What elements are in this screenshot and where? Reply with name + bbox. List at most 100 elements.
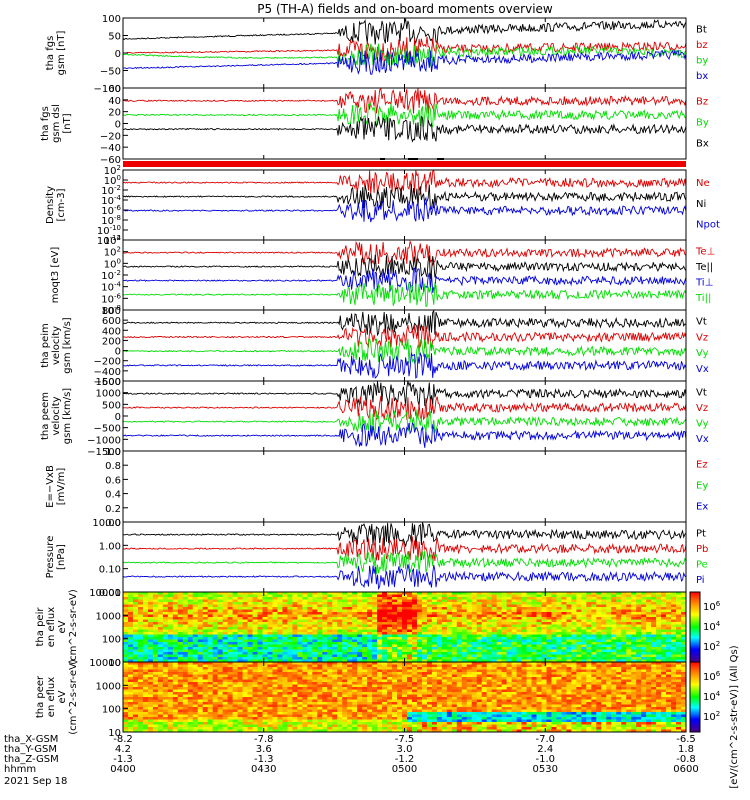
heatmap-cell	[491, 617, 498, 621]
heatmap-cell	[137, 652, 144, 656]
heatmap-cell	[466, 614, 473, 618]
heatmap-cell	[591, 609, 597, 613]
heatmap-cell	[501, 654, 508, 658]
heatmap-cell	[382, 709, 388, 713]
heatmap-cell	[152, 622, 159, 626]
heatmap-cell	[387, 609, 393, 613]
heatmap-cell	[367, 689, 373, 693]
heatmap-cell	[172, 722, 179, 726]
heatmap-cell	[481, 637, 488, 641]
heatmap-cell	[377, 687, 383, 691]
heatmap-cell	[372, 682, 378, 686]
y-tick-label: 10-4	[101, 281, 121, 294]
heatmap-cell	[411, 619, 418, 623]
heatmap-cell	[312, 602, 318, 606]
heatmap-cell	[416, 644, 423, 648]
heatmap-cell	[337, 619, 343, 623]
heatmap-cell	[267, 657, 274, 661]
heatmap-cell	[137, 634, 144, 638]
heatmap-cell	[267, 689, 274, 693]
heatmap-cell	[646, 629, 652, 633]
heatmap-cell	[636, 642, 642, 646]
heatmap-cell	[561, 624, 568, 628]
heatmap-cell	[631, 599, 637, 603]
heatmap-cell	[277, 644, 284, 648]
heatmap-cell	[212, 634, 219, 638]
heatmap-cell	[307, 667, 313, 671]
heatmap-cell	[237, 632, 244, 636]
heatmap-cell	[177, 594, 184, 598]
heatmap-cell	[471, 647, 478, 651]
heatmap-cell	[202, 654, 209, 658]
heatmap-cell	[347, 654, 353, 658]
heatmap-cell	[147, 704, 154, 708]
heatmap-cell	[421, 659, 428, 662]
heatmap-cell	[317, 614, 323, 618]
heatmap-cell	[257, 624, 264, 628]
heatmap-cell	[656, 607, 662, 611]
heatmap-cell	[297, 679, 303, 683]
heatmap-cell	[287, 724, 293, 728]
heatmap-cell	[262, 724, 269, 728]
heatmap-cell	[212, 689, 219, 693]
heatmap-cell	[516, 649, 523, 653]
series-line-bx	[123, 49, 686, 75]
heatmap-cell	[352, 657, 358, 661]
heatmap-cell	[123, 692, 129, 696]
heatmap-cell	[486, 657, 493, 661]
heatmap-cell	[456, 657, 463, 661]
heatmap-cell	[541, 622, 548, 626]
heatmap-cell	[292, 652, 298, 656]
heatmap-cell	[566, 634, 572, 638]
heatmap-cell	[302, 699, 308, 703]
heatmap-cell	[671, 634, 677, 638]
heatmap-cell	[237, 627, 244, 631]
heatmap-cell	[561, 654, 568, 658]
heatmap-cell	[377, 694, 383, 698]
heatmap-cell	[402, 647, 408, 651]
heatmap-cell	[202, 639, 209, 643]
heatmap-cell	[352, 714, 358, 718]
heatmap-cell	[556, 629, 563, 633]
heatmap-cell	[416, 637, 423, 641]
heatmap-cell	[307, 712, 313, 716]
heatmap-cell	[526, 639, 533, 643]
heatmap-cell	[262, 699, 269, 703]
heatmap-cell	[252, 712, 259, 716]
heatmap-cell	[342, 702, 348, 706]
heatmap-cell	[536, 622, 543, 626]
heatmap-cell	[272, 679, 279, 683]
heatmap-cell	[362, 682, 368, 686]
heatmap-cell	[372, 642, 378, 646]
heatmap-cell	[526, 644, 533, 648]
heatmap-cell	[337, 624, 343, 628]
heatmap-cell	[591, 627, 597, 631]
heatmap-cell	[496, 647, 503, 651]
y-tick-label: 10.00	[92, 518, 121, 529]
heatmap-cell	[456, 612, 463, 616]
y-tick-label: 0.6	[105, 475, 121, 486]
heatmap-cell	[277, 682, 284, 686]
heatmap-cell	[372, 599, 378, 603]
heatmap-cell	[372, 594, 378, 598]
heatmap-cell	[621, 647, 627, 651]
heatmap-cell	[227, 619, 234, 623]
series-line-Vz	[123, 324, 686, 350]
heatmap-cell	[167, 719, 174, 723]
heatmap-cell	[192, 712, 199, 716]
heatmap-cell	[631, 634, 637, 638]
heatmap-cell	[242, 629, 249, 633]
heatmap-cell	[566, 602, 572, 606]
heatmap-cell	[127, 637, 134, 641]
heatmap-cell	[307, 697, 313, 701]
heatmap-cell	[312, 707, 318, 711]
heatmap-cell	[671, 594, 677, 598]
heatmap-cell	[501, 624, 508, 628]
heatmap-cell	[242, 667, 249, 671]
heatmap-cell	[387, 654, 393, 658]
heatmap-cell	[162, 619, 169, 623]
heatmap-cell	[601, 629, 607, 633]
heatmap-cell	[272, 597, 279, 601]
heatmap-cell	[421, 627, 428, 631]
heatmap-cell	[357, 687, 363, 691]
